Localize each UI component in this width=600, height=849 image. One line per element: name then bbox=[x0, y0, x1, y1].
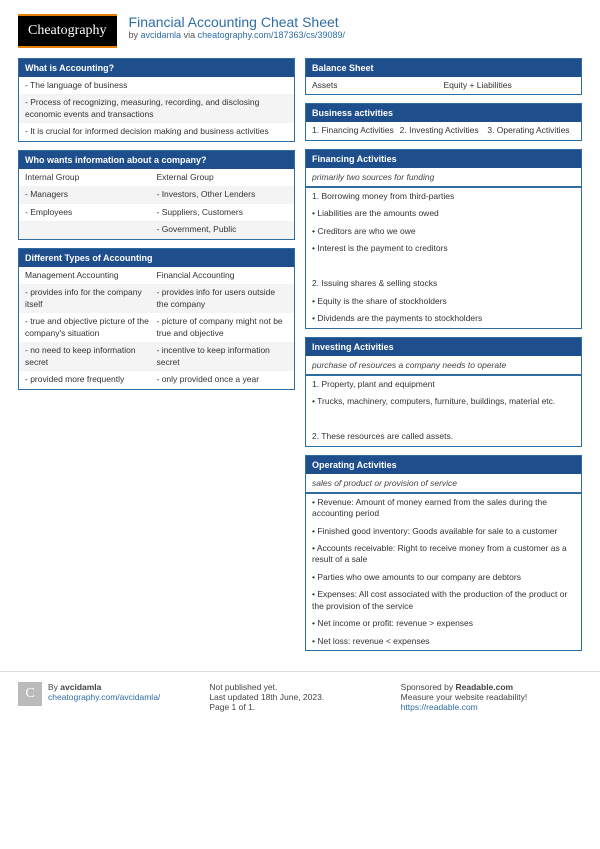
section-header: Operating Activities bbox=[306, 456, 581, 474]
site-logo: Cheatography bbox=[18, 14, 117, 48]
table-row: - no need to keep information secret - i… bbox=[19, 342, 294, 371]
section-investing-activities: Investing Activities purchase of resourc… bbox=[305, 337, 582, 447]
list-item: 2. These resources are called assets. bbox=[306, 428, 581, 445]
sponsor-label: Sponsored by bbox=[401, 682, 456, 692]
section-subtitle: sales of product or provision of service bbox=[306, 474, 581, 494]
footer-author-block: C By avcidamla cheatography.com/avcidaml… bbox=[18, 682, 199, 712]
list-item: • Net income or profit: revenue > expens… bbox=[306, 615, 581, 632]
list-item: • Trucks, machinery, computers, furnitur… bbox=[306, 393, 581, 410]
sponsor-tagline: Measure your website readability! bbox=[401, 692, 528, 702]
list-item: • Revenue: Amount of money earned from t… bbox=[306, 494, 581, 523]
column-header: Management Accounting bbox=[25, 270, 157, 281]
section-header: What is Accounting? bbox=[19, 59, 294, 77]
table-row: - true and objective picture of the comp… bbox=[19, 313, 294, 342]
section-header: Investing Activities bbox=[306, 338, 581, 356]
content-columns: What is Accounting? - The language of bu… bbox=[0, 58, 600, 671]
byline: by avcidamla via cheatography.com/187363… bbox=[129, 30, 346, 40]
list-item: - It is crucial for informed decision ma… bbox=[19, 123, 294, 140]
list-item: • Expenses: All cost associated with the… bbox=[306, 586, 581, 615]
section-subtitle: purchase of resources a company needs to… bbox=[306, 356, 581, 376]
footer-sponsor-block: Sponsored by Readable.com Measure your w… bbox=[401, 682, 582, 712]
section-body: purchase of resources a company needs to… bbox=[306, 356, 581, 446]
table-row: Assets Equity + Liabilities bbox=[306, 77, 581, 94]
list-item: • Net loss: revenue < expenses bbox=[306, 633, 581, 650]
section-what-is-accounting: What is Accounting? - The language of bu… bbox=[18, 58, 295, 142]
list-item: • Finished good inventory: Goods availab… bbox=[306, 523, 581, 540]
list-item: - Process of recognizing, measuring, rec… bbox=[19, 94, 294, 123]
section-body: 1. Financing Activities 2. Investing Act… bbox=[306, 122, 581, 139]
list-item: 1. Borrowing money from third-parties bbox=[306, 188, 581, 205]
section-balance-sheet: Balance Sheet Assets Equity + Liabilitie… bbox=[305, 58, 582, 95]
column-header: Financial Accounting bbox=[157, 270, 289, 281]
table-row: - Managers - Investors, Other Lenders bbox=[19, 186, 294, 203]
table-row: 1. Financing Activities 2. Investing Act… bbox=[306, 122, 581, 139]
section-header: Different Types of Accounting bbox=[19, 249, 294, 267]
list-item: • Dividends are the payments to stockhol… bbox=[306, 310, 581, 327]
footer-pub-status: Not published yet. bbox=[209, 682, 277, 692]
table-row: - provides info for the company itself -… bbox=[19, 284, 294, 313]
list-item: • Accounts receivable: Right to receive … bbox=[306, 540, 581, 569]
column-header: External Group bbox=[157, 172, 289, 183]
table-row: - Government, Public bbox=[19, 221, 294, 238]
section-body: - The language of business - Process of … bbox=[19, 77, 294, 141]
page-title: Financial Accounting Cheat Sheet bbox=[129, 14, 346, 30]
table-header-row: Internal Group External Group bbox=[19, 169, 294, 186]
section-financing-activities: Financing Activities primarily two sourc… bbox=[305, 149, 582, 329]
section-header: Financing Activities bbox=[306, 150, 581, 168]
sponsor-link[interactable]: https://readable.com bbox=[401, 702, 478, 712]
section-operating-activities: Operating Activities sales of product or… bbox=[305, 455, 582, 652]
list-item: - The language of business bbox=[19, 77, 294, 94]
table-row: - provided more frequently - only provid… bbox=[19, 371, 294, 388]
footer-pub-block: Not published yet. Last updated 18th Jun… bbox=[209, 682, 390, 712]
author-link[interactable]: avcidamla bbox=[141, 30, 182, 40]
list-item: • Interest is the payment to creditors bbox=[306, 240, 581, 257]
sponsor-name: Readable.com bbox=[455, 682, 513, 692]
list-item: • Creditors are who we owe bbox=[306, 223, 581, 240]
section-header: Business activities bbox=[306, 104, 581, 122]
section-types-of-accounting: Different Types of Accounting Management… bbox=[18, 248, 295, 390]
section-who-wants-info: Who wants information about a company? I… bbox=[18, 150, 295, 240]
section-body: sales of product or provision of service… bbox=[306, 474, 581, 651]
section-body: primarily two sources for funding 1. Bor… bbox=[306, 168, 581, 328]
column-header: Internal Group bbox=[25, 172, 157, 183]
footer-author-link[interactable]: cheatography.com/avcidamla/ bbox=[48, 692, 160, 702]
section-body: Management Accounting Financial Accounti… bbox=[19, 267, 294, 389]
list-item: • Equity is the share of stockholders bbox=[306, 293, 581, 310]
list-item bbox=[306, 258, 581, 275]
left-column: What is Accounting? - The language of bu… bbox=[18, 58, 295, 659]
source-url-link[interactable]: cheatography.com/187363/cs/39089/ bbox=[198, 30, 345, 40]
list-item: • Parties who owe amounts to our company… bbox=[306, 569, 581, 586]
section-body: Internal Group External Group - Managers… bbox=[19, 169, 294, 239]
avatar: C bbox=[18, 682, 42, 706]
section-header: Who wants information about a company? bbox=[19, 151, 294, 169]
section-business-activities: Business activities 1. Financing Activit… bbox=[305, 103, 582, 140]
section-header: Balance Sheet bbox=[306, 59, 581, 77]
via-label: via bbox=[181, 30, 198, 40]
list-item: • Liabilities are the amounts owed bbox=[306, 205, 581, 222]
footer-author: avcidamla bbox=[60, 682, 101, 692]
table-header-row: Management Accounting Financial Accounti… bbox=[19, 267, 294, 284]
list-item bbox=[306, 411, 581, 428]
right-column: Balance Sheet Assets Equity + Liabilitie… bbox=[305, 58, 582, 659]
page-footer: C By avcidamla cheatography.com/avcidaml… bbox=[0, 671, 600, 730]
title-block: Financial Accounting Cheat Sheet by avci… bbox=[129, 14, 346, 40]
list-item: 1. Property, plant and equipment bbox=[306, 376, 581, 393]
section-body: Assets Equity + Liabilities bbox=[306, 77, 581, 94]
section-subtitle: primarily two sources for funding bbox=[306, 168, 581, 188]
footer-pub-date: Last updated 18th June, 2023. bbox=[209, 692, 324, 702]
table-row: - Employees - Suppliers, Customers bbox=[19, 204, 294, 221]
footer-by-label: By bbox=[48, 682, 60, 692]
footer-page-count: Page 1 of 1. bbox=[209, 702, 255, 712]
list-item: 2. Issuing shares & selling stocks bbox=[306, 275, 581, 292]
by-label: by bbox=[129, 30, 141, 40]
page-header: Cheatography Financial Accounting Cheat … bbox=[0, 0, 600, 58]
